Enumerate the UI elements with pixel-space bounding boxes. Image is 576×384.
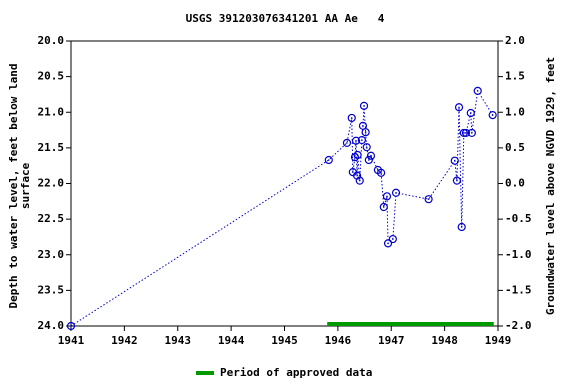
data-point-center xyxy=(469,112,472,114)
data-point-center xyxy=(365,146,368,148)
data-point-center xyxy=(352,171,354,173)
data-point xyxy=(382,192,392,201)
data-point xyxy=(342,138,352,147)
y2-tick-label: -1.0 xyxy=(505,248,532,261)
data-point-center xyxy=(363,105,365,107)
data-point xyxy=(457,222,466,232)
data-point xyxy=(377,168,386,177)
data-point-center xyxy=(386,195,388,198)
data-point xyxy=(450,156,459,165)
data-point xyxy=(391,188,401,197)
data-point xyxy=(355,176,364,185)
data-point xyxy=(362,143,371,152)
y-tick-label: 23.0 xyxy=(38,248,65,261)
data-point-center xyxy=(346,142,348,144)
x-tick-label: 1941 xyxy=(58,334,85,347)
y-tick-label: 23.5 xyxy=(38,283,65,296)
y-tick-label: 22.5 xyxy=(38,212,65,225)
data-point-center xyxy=(471,132,473,134)
data-point xyxy=(324,155,333,165)
data-point xyxy=(466,108,475,118)
data-point-center xyxy=(362,124,364,127)
y2-tick-label: -1.5 xyxy=(505,283,532,296)
y-axis-label: Depth to water level, feet below land xyxy=(7,63,20,308)
data-point-center xyxy=(476,90,479,92)
data-point xyxy=(364,155,373,165)
data-point xyxy=(66,321,76,331)
y2-tick-label: -0.5 xyxy=(505,212,532,225)
y2-tick-label: 0.0 xyxy=(505,177,525,190)
y-tick-label: 21.5 xyxy=(38,141,65,154)
data-point xyxy=(467,128,476,138)
x-tick-label: 1949 xyxy=(485,334,512,347)
data-point-center xyxy=(392,238,394,240)
x-tick-label: 1944 xyxy=(218,334,245,347)
plot-frame xyxy=(70,40,499,327)
data-point-center xyxy=(370,154,372,157)
data-point xyxy=(383,239,393,248)
data-point-center xyxy=(465,132,467,134)
y-tick-label: 24.0 xyxy=(38,319,65,332)
y-tick-label: 21.0 xyxy=(38,105,65,118)
data-point-center xyxy=(453,159,456,162)
x-tick-label: 1942 xyxy=(111,334,138,347)
x-tick-label: 1946 xyxy=(325,334,352,347)
x-tick-label: 1948 xyxy=(431,334,458,347)
data-point xyxy=(379,202,388,212)
data-point xyxy=(359,101,369,110)
data-point-center xyxy=(368,159,370,161)
data-point-center xyxy=(364,131,367,133)
y-tick-label: 20.5 xyxy=(38,70,65,83)
y2-tick-label: -2.0 xyxy=(505,319,532,332)
data-point xyxy=(361,128,370,137)
data-point-center xyxy=(350,117,353,119)
y2-tick-label: 1.5 xyxy=(505,70,525,83)
data-point-center xyxy=(427,198,430,200)
data-point xyxy=(366,151,376,160)
data-point xyxy=(350,153,360,162)
data-point xyxy=(461,128,471,138)
x-tick-label: 1947 xyxy=(378,334,405,347)
data-point-center xyxy=(491,114,494,116)
legend-label: Period of approved data xyxy=(220,366,372,379)
y-axis-label: surface xyxy=(19,162,32,209)
data-point xyxy=(454,103,464,112)
series-line xyxy=(70,89,494,327)
data-point-center xyxy=(463,132,465,134)
data-point xyxy=(388,234,397,244)
data-point-center xyxy=(328,159,330,161)
data-point-center xyxy=(456,179,458,182)
x-tick-label: 1945 xyxy=(271,334,298,347)
y2-tick-label: 2.0 xyxy=(505,34,525,47)
data-point-center xyxy=(380,172,382,174)
data-point-center xyxy=(355,139,357,142)
data-point-center xyxy=(358,179,361,182)
data-point xyxy=(424,195,433,204)
data-point-center xyxy=(387,242,389,245)
y-tick-label: 20.0 xyxy=(38,34,65,47)
data-point xyxy=(351,136,361,145)
data-point xyxy=(473,86,482,95)
data-point xyxy=(488,110,497,120)
y2-axis-label: Groundwater level above NGVD 1929, feet xyxy=(544,57,557,315)
data-point xyxy=(353,150,362,160)
data-point-center xyxy=(70,325,72,327)
data-point-center xyxy=(356,174,358,177)
x-tick-label: 1943 xyxy=(165,334,192,347)
y-tick-label: 22.0 xyxy=(38,177,65,190)
data-point-center xyxy=(395,191,397,194)
data-point-center xyxy=(458,106,460,109)
data-point-center xyxy=(356,154,359,156)
data-point xyxy=(347,113,356,123)
data-point xyxy=(357,135,366,145)
data-point-center xyxy=(460,226,463,228)
data-point xyxy=(452,176,462,185)
data-point-center xyxy=(361,139,363,141)
chart-title: USGS 391203076341201 AA Ae 4 xyxy=(186,12,385,25)
data-point-center xyxy=(382,206,385,208)
y2-tick-label: 0.5 xyxy=(505,141,525,154)
y2-tick-label: 1.0 xyxy=(505,105,525,118)
